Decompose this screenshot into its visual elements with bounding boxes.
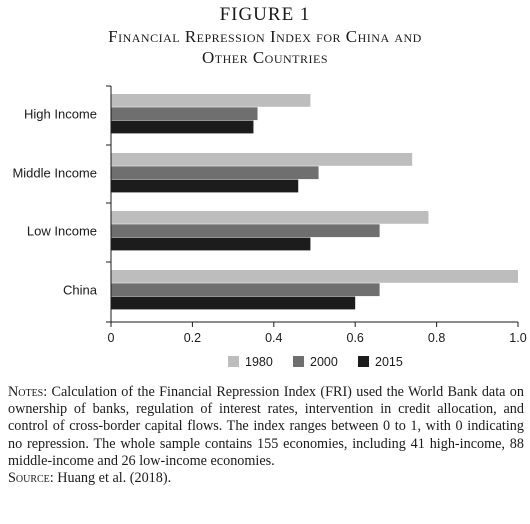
bar-chart: High Income Middle Income Low Income China 0… xyxy=(12,85,527,369)
legend-label-2000: 2000 xyxy=(310,355,338,369)
source-paragraph: Source: Huang et al. (2018). xyxy=(8,470,524,487)
category-label-high-income: High Income xyxy=(24,106,97,121)
bar-middle-income-1980 xyxy=(111,153,413,166)
figure-notes: Notes: Calculation of the Financial Repr… xyxy=(8,384,524,487)
figure-title-line-2: Other Countries xyxy=(201,48,329,67)
bar-high-income-2015 xyxy=(111,120,254,134)
legend-label-2015: 2015 xyxy=(375,355,403,369)
notes-label: Notes xyxy=(8,384,44,400)
bar-low-income-2000 xyxy=(111,224,380,238)
bar-low-income-1980 xyxy=(111,211,429,224)
category-label-low-income: Low Income xyxy=(27,223,97,238)
figure-title-line-1: Financial Repression Index for China and xyxy=(108,27,422,46)
x-tick-label: 0 xyxy=(108,331,115,345)
bar-middle-income-2015 xyxy=(111,179,299,193)
category-label-china: China xyxy=(63,282,98,297)
notes-text: : Calculation of the Financial Repressio… xyxy=(8,384,524,469)
figure-label: FIGURE 1 xyxy=(219,4,311,25)
legend-swatch-1980 xyxy=(228,356,239,367)
x-tick-label: 0.4 xyxy=(265,331,282,345)
bar-high-income-2000 xyxy=(111,107,258,121)
bar-middle-income-2000 xyxy=(111,166,319,180)
figure-title: Financial Repression Index for China and… xyxy=(0,26,530,68)
bar-china-1980 xyxy=(111,270,518,283)
legend-swatch-2015 xyxy=(358,356,369,367)
category-label-middle-income: Middle Income xyxy=(12,165,97,180)
bar-high-income-1980 xyxy=(111,94,311,107)
bar-china-2000 xyxy=(111,283,380,297)
notes-paragraph: Notes: Calculation of the Financial Repr… xyxy=(8,384,524,470)
source-label: Source xyxy=(8,470,50,487)
source-text: : Huang et al. (2018). xyxy=(49,470,172,487)
legend-label-1980: 1980 xyxy=(245,355,273,369)
x-tick-label: 0.8 xyxy=(428,331,445,345)
legend-swatch-2000 xyxy=(293,356,304,367)
x-tick-label: 1.0 xyxy=(509,331,526,345)
x-tick-label: 0.2 xyxy=(184,331,201,345)
x-tick-label: 0.6 xyxy=(347,331,364,345)
bar-china-2015 xyxy=(111,296,356,310)
bar-low-income-2015 xyxy=(111,237,311,251)
